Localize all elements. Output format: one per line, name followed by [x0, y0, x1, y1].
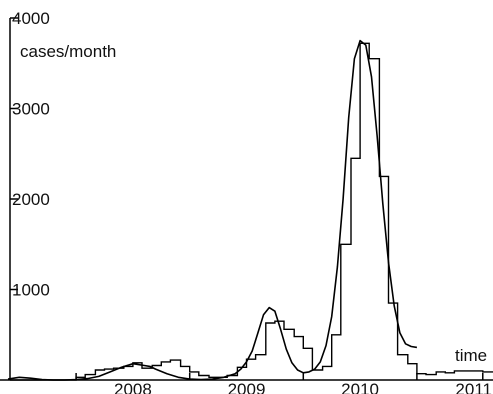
x-tick-label: 2010	[341, 380, 379, 394]
y-axis-ticks	[10, 17, 18, 291]
x-axis-label: time	[455, 346, 487, 365]
y-tick-label: 1000	[12, 281, 50, 300]
y-tick-label: 2000	[12, 190, 50, 209]
monthly-cases-step-series	[0, 42, 493, 381]
y-axis-label: cases/month	[20, 42, 116, 61]
x-tick-label: 2009	[228, 380, 266, 394]
model-fit-curve	[7, 39, 418, 381]
x-tick-label: 2011	[455, 380, 492, 394]
y-tick-label: 3000	[12, 100, 50, 119]
x-tick-label: 2008	[114, 380, 152, 394]
series-layer	[0, 39, 493, 381]
tick-labels: 1000 2000 3000 4000 2008 2009 2010 2011	[12, 9, 492, 394]
y-tick-label: 4000	[12, 9, 50, 28]
